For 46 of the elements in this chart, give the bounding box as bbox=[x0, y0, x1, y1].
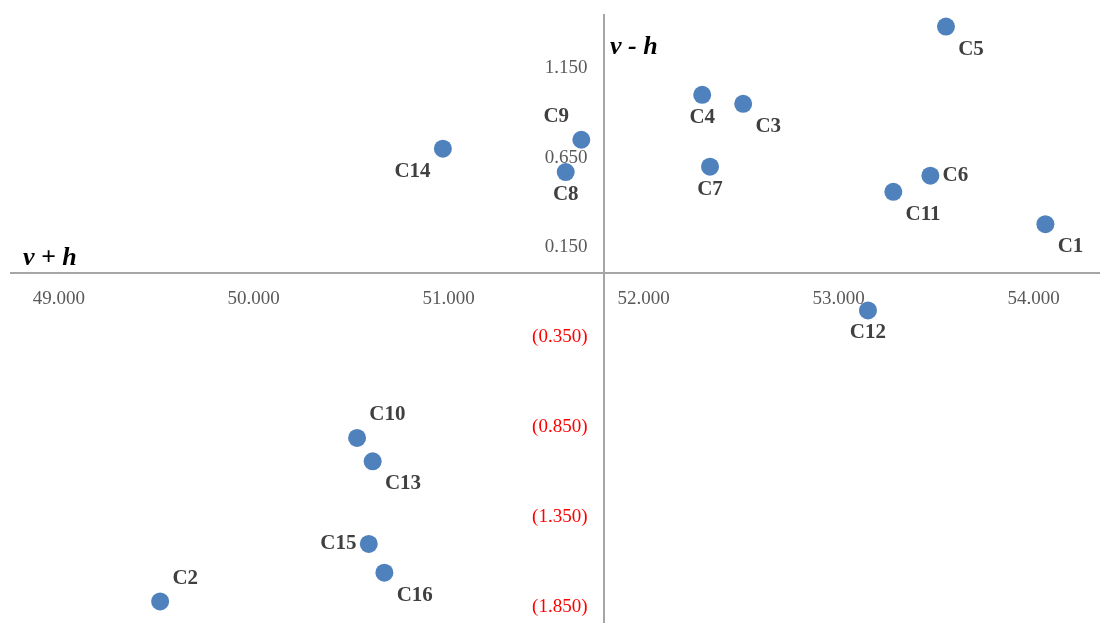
data-label: C13 bbox=[384, 470, 422, 495]
data-label: C8 bbox=[552, 181, 579, 206]
point bbox=[572, 130, 591, 149]
point bbox=[433, 139, 452, 158]
x-tick-label: 49.000 bbox=[32, 287, 85, 309]
y-tick-label: (0.350) bbox=[532, 325, 588, 348]
point bbox=[151, 592, 170, 611]
y-tick-label: (1.850) bbox=[532, 594, 588, 617]
data-label: C3 bbox=[755, 112, 782, 137]
data-label: C16 bbox=[396, 581, 433, 606]
y-tick-label: (0.850) bbox=[532, 415, 588, 438]
point bbox=[348, 428, 367, 447]
y-tick-label: (1.350) bbox=[532, 504, 588, 527]
point bbox=[734, 94, 753, 113]
data-label: C4 bbox=[689, 103, 716, 128]
y-tick-label: 0.150 bbox=[544, 235, 588, 257]
data-label: C1 bbox=[1057, 233, 1084, 258]
data-label: C15 bbox=[320, 530, 357, 555]
point bbox=[359, 534, 378, 553]
point bbox=[556, 163, 575, 182]
point bbox=[701, 157, 720, 176]
x-tick-label: 52.000 bbox=[617, 287, 670, 309]
y-axis-title: v - h bbox=[610, 31, 658, 60]
x-tick-label: 53.000 bbox=[812, 287, 865, 309]
x-tick-label: 50.000 bbox=[227, 287, 280, 309]
data-label: C7 bbox=[697, 175, 723, 200]
data-label: C5 bbox=[958, 35, 984, 60]
point bbox=[693, 85, 712, 104]
point bbox=[375, 563, 394, 582]
y-tick-label: 1.150 bbox=[544, 55, 588, 77]
data-label: C2 bbox=[172, 564, 199, 589]
data-label: C11 bbox=[905, 200, 941, 225]
y-tick-label: 0.650 bbox=[544, 145, 588, 167]
data-label: C14 bbox=[394, 157, 432, 182]
point bbox=[1036, 215, 1055, 234]
point bbox=[921, 166, 940, 185]
data-label: C6 bbox=[942, 161, 969, 186]
data-label: C10 bbox=[369, 401, 406, 426]
x-axis-title: v + h bbox=[23, 242, 77, 271]
point bbox=[936, 17, 955, 36]
x-tick-label: 51.000 bbox=[422, 287, 475, 309]
data-label: C9 bbox=[543, 103, 570, 128]
x-tick-label: 54.000 bbox=[1007, 287, 1060, 309]
point bbox=[884, 182, 903, 201]
data-label: C12 bbox=[849, 319, 887, 344]
point bbox=[363, 452, 382, 471]
